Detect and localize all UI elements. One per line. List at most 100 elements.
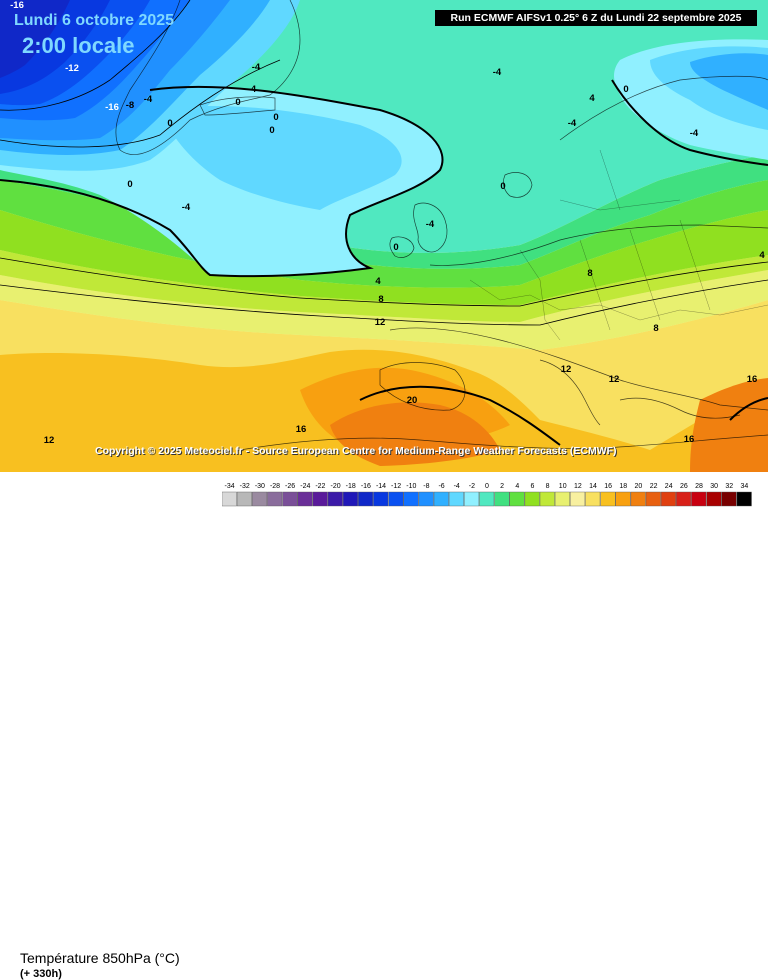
legend-swatch [615,491,631,507]
temperature-map: -16 -12 -16 -8 -4 -4 -4 0 0 0 0 -4 0 -4 … [0,0,768,472]
legend-tick-label: 30 [710,483,718,490]
contour-label: 0 [273,112,278,123]
lead-time: (+ 330h) [20,968,62,980]
contour-label: 8 [587,268,592,279]
legend-tick-label: -10 [406,483,416,490]
temp-band-2-4 [0,155,768,269]
legend-tick-label: -24 [300,483,310,490]
contour-label: 4 [589,93,595,104]
contour-label: 4 [375,276,381,287]
temp-band-8-10 [0,250,768,322]
legend-tick-label: 22 [650,483,658,490]
legend-tick-label: 16 [604,483,612,490]
legend-swatch [691,491,707,507]
contour-label: 8 [378,294,383,305]
legend-tick-label: -28 [270,483,280,490]
temp-band-20-22 [330,402,500,466]
contour-label: -4 [493,67,502,78]
contour-label: 12 [561,364,572,375]
legend-swatch [706,491,722,507]
legend-swatch [539,491,555,507]
legend-swatch [645,491,661,507]
legend-tick-label: -20 [331,483,341,490]
contour-label: 0 [269,125,274,136]
legend-swatch [282,491,298,507]
legend-tick-label: 26 [680,483,688,490]
contour-label: 0 [623,84,628,95]
legend-tick-label: 6 [530,483,534,490]
legend-tick-label: 0 [485,483,489,490]
contour-label-group: -16 -12 -16 -8 -4 -4 -4 0 0 0 0 -4 0 -4 … [10,0,765,446]
legend-swatch [342,491,358,507]
legend-swatch [327,491,343,507]
contour-label: 20 [407,395,418,406]
temp-band-4-6 [0,180,768,288]
legend-tick-label: -18 [346,483,356,490]
contour-label: 12 [44,435,55,446]
legend-tick-label: 28 [695,483,703,490]
contour-label: 12 [609,374,620,385]
legend-tick-label: 12 [574,483,582,490]
legend-tick-label: -14 [376,483,386,490]
legend-tick-label: -30 [255,483,265,490]
contour-label: -8 [126,100,134,111]
legend-swatch [600,491,616,507]
legend-swatch [222,491,237,507]
legend-tick-label: -32 [240,483,250,490]
legend-swatch [358,491,374,507]
legend-tick-label: 20 [635,483,643,490]
legend-swatch [660,491,676,507]
legend-tick-label: 24 [665,483,673,490]
contour-label: 16 [296,424,307,435]
contour-label: 0 [235,97,240,108]
variable-title: Température 850hPa (°C) [20,950,180,966]
color-legend: -34 -32 -30 -28 -26 -24 -22 -20 -18 -16 -14 -12 -10-… [222,483,752,507]
legend-tick-label: -4 [454,483,460,490]
legend-swatch [479,491,495,507]
legend-tick-label: -34 [225,483,235,490]
legend-tick-label: -26 [285,483,295,490]
legend-swatch [585,491,601,507]
legend-swatch [509,491,525,507]
legend-swatch [630,491,646,507]
contour-label: -16 [10,0,24,11]
contour-label: 16 [684,434,695,445]
contour-label: -4 [426,219,435,230]
legend-swatch [252,491,268,507]
legend-swatch [418,491,434,507]
contour-label: 8 [653,323,658,334]
temp-band-10-12 [0,270,768,350]
legend-tick-label: -2 [469,483,475,490]
contour-label: -16 [105,102,119,113]
temp-band-6-8 [0,210,768,305]
legend-tick-label: 32 [725,483,733,490]
legend-tick-label: -22 [315,483,325,490]
legend-swatch [373,491,389,507]
contour-label: -4 [690,128,699,139]
legend-swatch [236,491,252,507]
country-borders [469,149,768,341]
contour-label: -4 [252,62,261,73]
legend-tick-label: -6 [438,483,444,490]
run-info-banner: Run ECMWF AIFSv1 0.25° 6 Z du Lundi 22 s… [435,10,757,26]
legend-swatch [464,491,480,507]
legend-tick-label: 18 [619,483,627,490]
isotherms [0,0,768,326]
legend-swatch [554,491,570,507]
forecast-date: Lundi 6 octobre 2025 [14,12,175,29]
legend-swatch [267,491,283,507]
legend-swatch [403,491,419,507]
contour-label: -4 [182,202,191,213]
forecast-time: 2:00 locale [22,33,135,58]
main-isotherms [0,79,768,446]
contour-label: 0 [393,242,398,253]
legend-swatch [524,491,540,507]
legend-tick-label: 14 [589,483,597,490]
legend-swatch [448,491,464,507]
contour-label: 12 [375,317,386,328]
legend-tick-label: -12 [391,483,401,490]
legend-swatch [312,491,328,507]
legend-tick-label: 4 [515,483,519,490]
legend-tick-label: 8 [546,483,550,490]
legend-tick-label: 10 [559,483,567,490]
